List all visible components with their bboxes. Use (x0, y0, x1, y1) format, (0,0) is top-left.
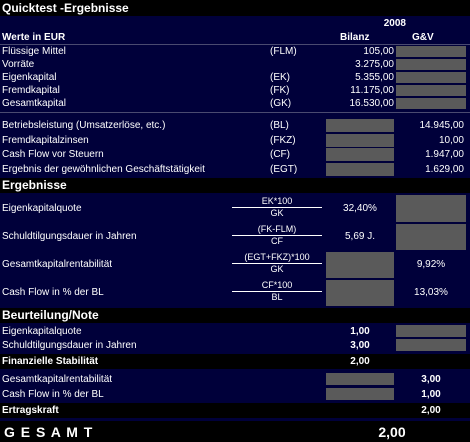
empty-gray-cell (326, 373, 394, 385)
bilanz-row-value: 3.275,00 (355, 59, 394, 70)
gv-row-label: Ergebnis der gewöhnlichen Geschäftstätig… (2, 164, 205, 175)
ergebnis-bilanz-value: 32,40% (343, 203, 377, 214)
bilanz-row-abbr: (EK) (270, 72, 290, 83)
bilanz-row-abbr: (FLM) (270, 46, 297, 57)
ergebnisse-title: Ergebnisse (2, 178, 67, 192)
bilanz-row-label: Vorräte (2, 59, 35, 70)
empty-gray-cell (326, 280, 394, 306)
formula-numerator: (FK-FLM) (232, 224, 322, 236)
empty-gray-cell (396, 85, 466, 96)
gv-row-value: 10,00 (438, 135, 464, 146)
gv-row-label: Fremdkapitalzinsen (2, 135, 89, 146)
beurteilung-header: Beurteilung/Note (0, 308, 470, 323)
note-label: Gesamtkapitalrentabilität (2, 374, 113, 385)
note-label: Eigenkapitalquote (2, 326, 82, 337)
bilanz-row-value: 11.175,00 (350, 85, 394, 96)
formula-denominator: BL (271, 292, 283, 302)
stabilitaet-value: 2,00 (350, 356, 370, 367)
stabilitaet-label: Finanzielle Stabilität (2, 356, 99, 367)
note-bilanz-value: 3,00 (350, 340, 370, 351)
ergebnis-label: Schuldtilgungsdauer in Jahren (2, 231, 137, 242)
stabilitaet-row (0, 354, 470, 369)
gesamt-label: G E S A M T (4, 424, 94, 440)
note-gv-value: 1,00 (421, 389, 441, 400)
empty-gray-cell (326, 134, 394, 147)
note-bilanz-value: 1,00 (350, 326, 370, 337)
gesamt-row (0, 421, 470, 442)
ergebnis-gv-value: 9,92% (416, 259, 446, 270)
gv-row-value: 14.945,00 (419, 120, 465, 131)
formula-numerator: CF*100 (232, 280, 322, 292)
sheet-title: Quicktest -Ergebnisse (2, 1, 129, 15)
title-bar: Quicktest -Ergebnisse (0, 0, 470, 16)
gesamt-value: 2,00 (378, 424, 406, 440)
formula-numerator: EK*100 (232, 196, 322, 208)
gv-header: G&V (412, 32, 434, 43)
gv-row-value: 1.629,00 (425, 164, 464, 175)
formula-denominator: CF (271, 236, 283, 246)
empty-gray-cell (396, 59, 466, 70)
bilanz-row-label: Eigenkapital (2, 72, 57, 83)
bilanz-row-value: 16.530,00 (349, 98, 395, 109)
bilanz-row-label: Gesamtkapital (2, 98, 66, 109)
empty-gray-cell (326, 252, 394, 278)
empty-gray-cell (396, 195, 466, 222)
ertragskraft-value: 2,00 (421, 405, 441, 416)
empty-gray-cell (326, 119, 394, 132)
empty-gray-cell (326, 148, 394, 161)
formula-denominator: GK (270, 208, 284, 218)
empty-gray-cell (396, 325, 466, 337)
formula-fraction: CF*100 BL (232, 280, 322, 303)
bilanz-row-abbr: (FK) (270, 85, 290, 96)
bilanz-row-value: 5.355,00 (355, 72, 394, 83)
ergebnis-label: Gesamtkapitalrentabilität (2, 259, 113, 270)
bilanz-row-abbr: (GK) (270, 98, 292, 109)
formula-denominator: GK (270, 264, 284, 274)
year-header: 2008 (383, 18, 406, 29)
bilanz-row-label: Flüssige Mittel (2, 46, 66, 57)
gv-row-abbr: (EGT) (270, 164, 298, 175)
ergebnis-label: Cash Flow in % der BL (2, 287, 104, 298)
gv-row-value: 1.947,00 (425, 149, 464, 160)
gv-row-abbr: (BL) (270, 120, 289, 131)
empty-gray-cell (326, 388, 394, 400)
note-gv-value: 3,00 (421, 374, 441, 385)
empty-gray-cell (396, 46, 466, 57)
ertragskraft-row (0, 403, 470, 418)
empty-gray-cell (396, 224, 466, 250)
ergebnis-bilanz-value: 5,69 J. (344, 231, 376, 242)
gv-row-abbr: (FKZ) (270, 135, 296, 146)
formula-fraction: (EGT+FKZ)*100 GK (232, 252, 322, 275)
ertragskraft-label: Ertragskraft (2, 405, 59, 416)
formula-fraction: EK*100 GK (232, 196, 322, 219)
empty-gray-cell (396, 98, 466, 109)
bilanz-row-label: Fremdkapital (2, 85, 60, 96)
gv-row-label: Cash Flow vor Steuern (2, 149, 104, 160)
empty-gray-cell (326, 163, 394, 176)
note-label: Cash Flow in % der BL (2, 389, 104, 400)
bilanz-row-value: 105,00 (363, 46, 394, 57)
gv-row-label: Betriebsleistung (Umsatzerlöse, etc.) (2, 120, 166, 131)
ergebnis-gv-value: 13,03% (414, 287, 448, 298)
formula-numerator: (EGT+FKZ)*100 (232, 252, 322, 264)
beurteilung-title: Beurteilung/Note (2, 308, 99, 322)
empty-gray-cell (396, 72, 466, 83)
values-label: Werte in EUR (2, 32, 66, 43)
gv-row-abbr: (CF) (270, 149, 290, 160)
formula-fraction: (FK-FLM) CF (232, 224, 322, 247)
bilanz-header: Bilanz (340, 32, 370, 43)
note-label: Schuldtilgungsdauer in Jahren (2, 340, 137, 351)
ergebnis-label: Eigenkapitalquote (2, 203, 82, 214)
ergebnisse-header: Ergebnisse (0, 178, 470, 193)
empty-gray-cell (396, 339, 466, 351)
